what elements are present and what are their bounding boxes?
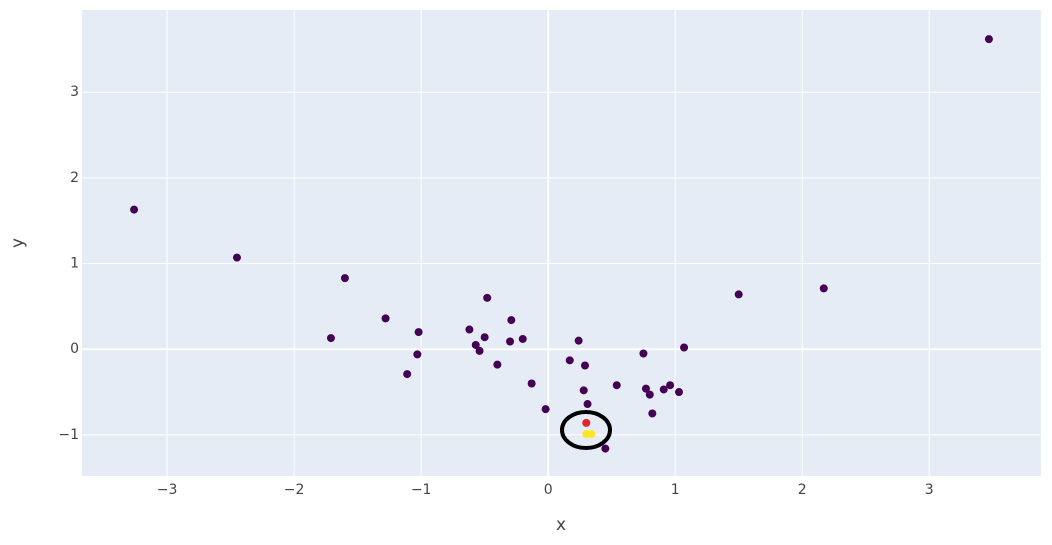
point xyxy=(645,390,654,399)
plot-area xyxy=(82,10,1041,476)
x-tick-label: −1 xyxy=(411,482,432,498)
point xyxy=(130,205,139,214)
point xyxy=(587,430,596,439)
point xyxy=(583,400,592,409)
point xyxy=(579,386,588,395)
y-tick-label: −1 xyxy=(58,427,79,443)
x-tick-label: 0 xyxy=(544,482,553,498)
point xyxy=(475,346,484,355)
marks xyxy=(130,35,993,453)
y-tick-label: 1 xyxy=(70,256,79,272)
x-tick-label: 2 xyxy=(798,482,807,498)
point xyxy=(659,385,668,394)
point xyxy=(232,253,241,262)
x-tick-label: −2 xyxy=(284,482,305,498)
point xyxy=(381,314,390,323)
point xyxy=(648,409,657,418)
y-axis-title: y xyxy=(8,238,28,248)
y-tick-label: 3 xyxy=(70,84,79,100)
point xyxy=(680,343,689,352)
point xyxy=(582,418,591,427)
point xyxy=(674,388,683,397)
point xyxy=(480,333,489,342)
point xyxy=(580,361,589,370)
x-tick-label: 1 xyxy=(671,482,680,498)
y-tick-label: 2 xyxy=(70,170,79,186)
point xyxy=(413,350,422,359)
point xyxy=(984,35,993,44)
point xyxy=(641,384,650,393)
point xyxy=(734,290,743,299)
point xyxy=(326,334,335,343)
point xyxy=(518,334,527,343)
point xyxy=(493,360,502,369)
point xyxy=(574,336,583,345)
highlight-circle xyxy=(560,410,612,450)
x-tick-label: 3 xyxy=(925,482,934,498)
point xyxy=(612,381,621,390)
point xyxy=(403,370,412,379)
point xyxy=(541,405,550,414)
point xyxy=(465,325,474,334)
point xyxy=(601,444,610,453)
point xyxy=(506,337,515,346)
point xyxy=(507,316,516,325)
point xyxy=(565,356,574,365)
point xyxy=(414,328,423,337)
point xyxy=(819,284,828,293)
point xyxy=(471,340,480,349)
y-tick-label: 0 xyxy=(70,341,79,357)
point xyxy=(340,274,349,283)
point xyxy=(527,379,536,388)
grid xyxy=(82,10,1041,476)
point xyxy=(666,381,675,390)
x-tick-label: −3 xyxy=(157,482,178,498)
x-axis-title: x xyxy=(556,515,566,535)
point xyxy=(483,293,492,302)
point xyxy=(639,349,648,358)
